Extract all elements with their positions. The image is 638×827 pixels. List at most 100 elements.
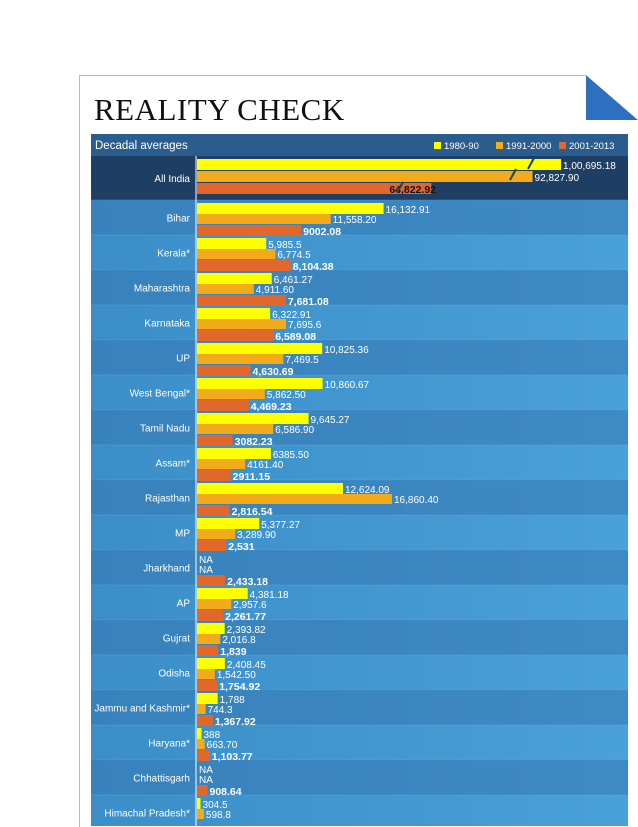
data-label: 10,860.67 — [325, 380, 370, 391]
bar-1991-2000 — [197, 249, 276, 259]
category-label: Assam* — [156, 459, 191, 470]
data-label: 1,542.50 — [217, 670, 256, 681]
data-label: 4,630.69 — [253, 366, 294, 378]
bar-1980-90 — [197, 238, 267, 249]
data-label: 388 — [203, 730, 220, 741]
bar-1991-2000 — [197, 284, 254, 294]
category-label: Haryana* — [148, 739, 190, 750]
bar-2001-2013 — [197, 575, 226, 586]
bar-2001-2013 — [197, 610, 224, 621]
data-label: 2,816.54 — [232, 506, 273, 518]
row-band — [91, 620, 628, 655]
data-label: 2,393.82 — [227, 625, 266, 636]
category-label: Tamil Nadu — [140, 424, 190, 435]
bar-1991-2000 — [197, 704, 206, 714]
legend-label-1980-90: 1980-90 — [444, 141, 479, 152]
bar-1980-90 — [197, 448, 271, 459]
data-label: 6,322.91 — [272, 310, 311, 321]
data-label: 5,862.50 — [267, 390, 306, 401]
data-label: 908.64 — [210, 786, 242, 798]
category-label: Gujrat — [163, 634, 190, 645]
data-label: 8,104.38 — [293, 261, 334, 273]
data-label: 2,408.45 — [227, 660, 266, 671]
bar-1980-90 — [197, 658, 225, 669]
bar-1980-90 — [197, 273, 272, 284]
data-label: NA — [199, 775, 213, 786]
data-label: 6,774.5 — [277, 250, 311, 261]
category-label: Himachal Pradesh* — [104, 809, 190, 820]
data-label: 3082.23 — [235, 436, 273, 448]
row-band — [91, 340, 628, 375]
category-label: Odisha — [158, 669, 190, 680]
bar-1991-2000 — [197, 809, 204, 819]
bar-1980-90 — [197, 413, 309, 424]
data-label: 2,433.18 — [227, 576, 268, 588]
bar-1980-90 — [197, 203, 384, 214]
category-label: West Bengal* — [130, 389, 191, 400]
data-label: 744.3 — [208, 705, 233, 716]
legend-label-1991-2000: 1991-2000 — [506, 141, 551, 152]
category-label: Bihar — [167, 214, 191, 225]
bar-1980-90 — [197, 159, 561, 170]
legend-label-2001-2013: 2001-2013 — [569, 141, 614, 152]
data-label: 1,367.92 — [215, 716, 256, 728]
bar-1980-90 — [197, 798, 201, 809]
bar-1991-2000 — [197, 634, 221, 644]
data-label: NA — [199, 765, 213, 776]
bar-2001-2013 — [197, 540, 227, 551]
bar-1991-2000 — [197, 459, 246, 469]
bar-2001-2013 — [197, 260, 291, 271]
category-label: All India — [154, 174, 190, 185]
category-label: Kerala* — [157, 249, 190, 260]
data-label: 2,957.6 — [233, 600, 267, 611]
data-label: 3,289.90 — [237, 530, 276, 541]
data-label: 2,261.77 — [225, 611, 266, 623]
data-label: 1,00,695.18 — [563, 161, 616, 172]
bar-1980-90 — [197, 518, 260, 529]
category-label: MP — [175, 529, 190, 540]
bar-1980-90 — [197, 728, 202, 739]
axis-break-mark — [527, 157, 535, 170]
data-label: 11,558.20 — [333, 215, 377, 226]
data-label: 16,860.40 — [394, 495, 439, 506]
data-label: 1,839 — [220, 646, 246, 658]
data-label: 7,469.5 — [285, 355, 319, 366]
axis-break-mark — [509, 168, 517, 181]
data-label: 92,827.90 — [535, 173, 580, 184]
bar-2001-2013 — [197, 330, 274, 341]
legend-swatch-1980-90 — [434, 142, 441, 149]
row-band — [91, 410, 628, 445]
data-label: 5,377.27 — [261, 520, 300, 531]
category-label: Rajasthan — [145, 494, 190, 505]
row-band — [91, 760, 628, 795]
bar-1980-90 — [197, 343, 323, 354]
page-corner-fold — [586, 75, 638, 120]
bar-1991-2000 — [197, 389, 265, 399]
bar-2001-2013 — [197, 435, 233, 446]
data-label: 5,985.5 — [268, 240, 302, 251]
data-label: NA — [199, 565, 213, 576]
bar-2001-2013 — [197, 645, 219, 656]
bar-1991-2000 — [197, 494, 392, 504]
data-label: 304.5 — [203, 800, 228, 811]
data-label: 6385.50 — [273, 450, 310, 461]
bar-2001-2013 — [197, 470, 231, 481]
data-label: 1,103.77 — [212, 751, 253, 763]
category-label: Jharkhand — [143, 564, 190, 575]
bar-1991-2000 — [197, 171, 533, 182]
bar-1991-2000 — [197, 599, 232, 609]
data-label: 4,469.23 — [251, 401, 292, 413]
bar-2001-2013 — [197, 225, 302, 236]
bar-1980-90 — [197, 378, 323, 389]
bar-1991-2000 — [197, 354, 284, 364]
data-label: 6,589.08 — [275, 331, 316, 343]
chart-subtitle: Decadal averages — [95, 140, 188, 152]
category-label: Chhattisgarh — [133, 774, 190, 785]
bar-1980-90 — [197, 693, 218, 704]
bar-2001-2013 — [197, 295, 286, 306]
data-label: 2911.15 — [233, 471, 271, 483]
data-label: 10,825.36 — [324, 345, 369, 356]
bar-1991-2000 — [197, 669, 215, 679]
bar-1980-90 — [197, 483, 344, 494]
